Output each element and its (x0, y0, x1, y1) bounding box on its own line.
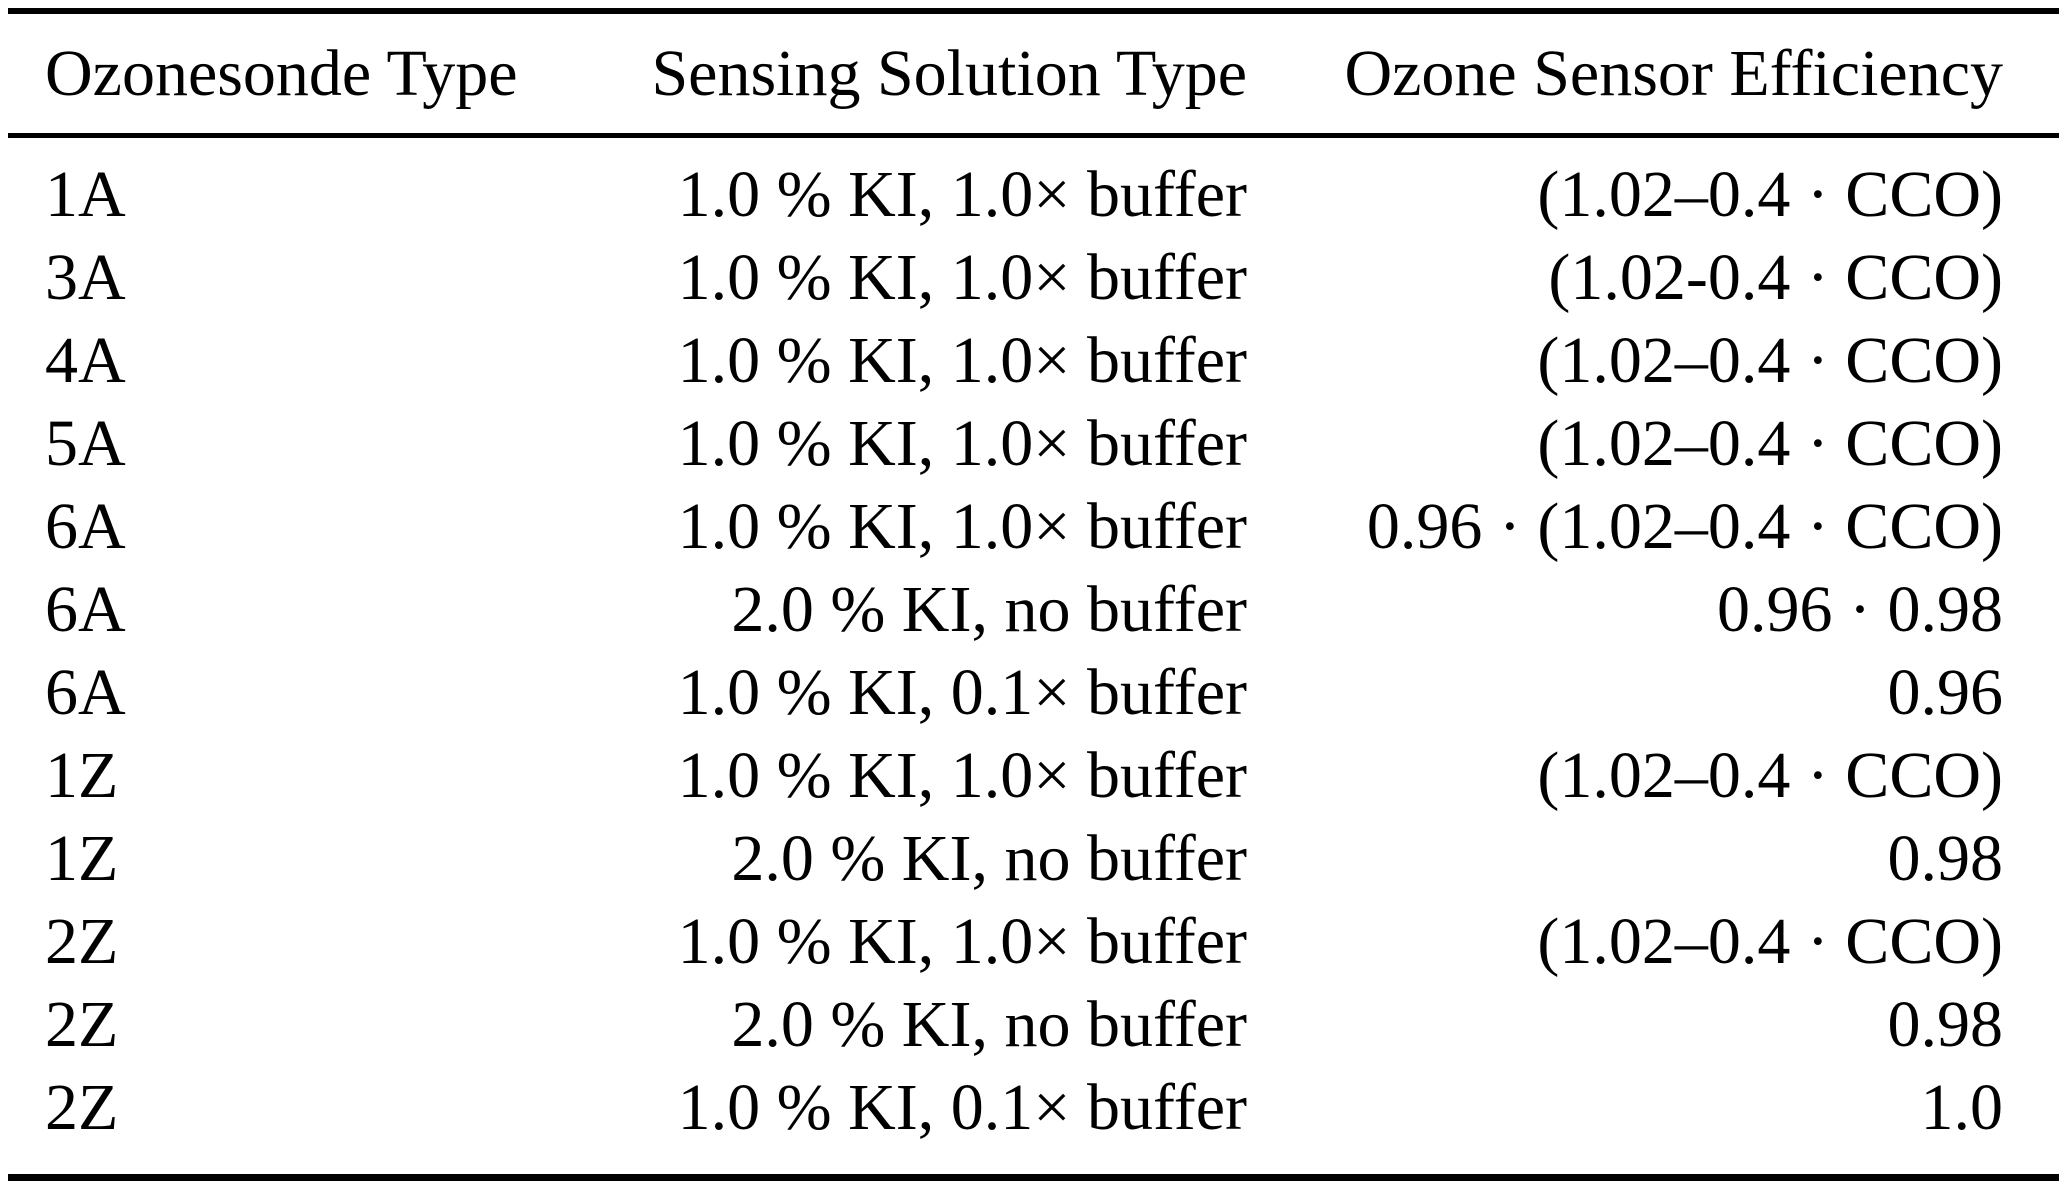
cell-ozonesonde-type: 6A (45, 656, 126, 729)
header-row: Ozonesonde Type Sensing Solution Type Oz… (8, 11, 2059, 138)
cell-ozonesonde-type: 4A (45, 324, 126, 397)
cell-ozonesonde-type: 5A (45, 407, 126, 480)
cell-ozone-sensor-efficiency: (1.02–0.4 · CCO) (1537, 407, 2003, 480)
cell-ozonesonde-type: 6A (45, 573, 126, 646)
cell-ozonesonde-type: 1A (45, 158, 126, 231)
table-row: 1Z 2.0 % KI, no buffer 0.98 (8, 817, 2059, 900)
cell-sensing-solution-type: 1.0 % KI, 0.1× buffer (677, 1071, 1247, 1144)
cell-sensing-solution-type: 1.0 % KI, 1.0× buffer (677, 241, 1247, 314)
cell-ozone-sensor-efficiency: (1.02–0.4 · CCO) (1537, 905, 2003, 978)
table-row: 6A 2.0 % KI, no buffer 0.96 · 0.98 (8, 568, 2059, 651)
cell-sensing-solution-type: 1.0 % KI, 1.0× buffer (677, 905, 1247, 978)
table-row: 1A 1.0 % KI, 1.0× buffer (1.02–0.4 · CCO… (8, 136, 2059, 237)
ozonesonde-efficiency-table: Ozonesonde Type Sensing Solution Type Oz… (8, 8, 2059, 1181)
cell-sensing-solution-type: 1.0 % KI, 1.0× buffer (677, 407, 1247, 480)
cell-sensing-solution-type: 1.0 % KI, 1.0× buffer (677, 739, 1247, 812)
cell-ozonesonde-type: 3A (45, 241, 126, 314)
table-row: 5A 1.0 % KI, 1.0× buffer (1.02–0.4 · CCO… (8, 402, 2059, 485)
cell-ozonesonde-type: 1Z (45, 739, 119, 812)
cell-sensing-solution-type: 1.0 % KI, 1.0× buffer (677, 158, 1247, 231)
cell-ozone-sensor-efficiency: 0.96 · (1.02–0.4 · CCO) (1366, 490, 2003, 563)
table-row: 6A 1.0 % KI, 1.0× buffer 0.96 · (1.02–0.… (8, 485, 2059, 568)
cell-ozone-sensor-efficiency: 0.98 (1887, 822, 2004, 895)
cell-ozonesonde-type: 2Z (45, 1071, 119, 1144)
table-row: 1Z 1.0 % KI, 1.0× buffer (1.02–0.4 · CCO… (8, 734, 2059, 817)
cell-ozone-sensor-efficiency: 1.0 (1920, 1071, 2004, 1144)
column-header-sensing-solution-type: Sensing Solution Type (598, 11, 1247, 138)
table-row: 4A 1.0 % KI, 1.0× buffer (1.02–0.4 · CCO… (8, 319, 2059, 402)
table-header: Ozonesonde Type Sensing Solution Type Oz… (8, 11, 2059, 138)
column-header-ozonesonde-type: Ozonesonde Type (8, 11, 598, 138)
cell-ozonesonde-type: 6A (45, 490, 126, 563)
table-row: 2Z 1.0 % KI, 1.0× buffer (1.02–0.4 · CCO… (8, 900, 2059, 983)
cell-ozone-sensor-efficiency: (1.02–0.4 · CCO) (1537, 158, 2003, 231)
cell-ozone-sensor-efficiency: 0.96 · 0.98 (1717, 573, 2003, 646)
cell-ozone-sensor-efficiency: (1.02–0.4 · CCO) (1537, 739, 2003, 812)
cell-sensing-solution-type: 1.0 % KI, 1.0× buffer (677, 324, 1247, 397)
cell-sensing-solution-type: 2.0 % KI, no buffer (731, 822, 1247, 895)
table-row: 2Z 1.0 % KI, 0.1× buffer 1.0 (8, 1066, 2059, 1178)
column-header-ozone-sensor-efficiency: Ozone Sensor Efficiency (1247, 11, 2059, 138)
cell-sensing-solution-type: 1.0 % KI, 0.1× buffer (677, 656, 1247, 729)
cell-ozone-sensor-efficiency: 0.96 (1887, 656, 2004, 729)
table-body: 1A 1.0 % KI, 1.0× buffer (1.02–0.4 · CCO… (8, 136, 2059, 1178)
table-row: 2Z 2.0 % KI, no buffer 0.98 (8, 983, 2059, 1066)
table-row: 3A 1.0 % KI, 1.0× buffer (1.02-0.4 · CCO… (8, 236, 2059, 319)
cell-ozonesonde-type: 2Z (45, 905, 119, 978)
cell-ozone-sensor-efficiency: (1.02-0.4 · CCO) (1548, 241, 2003, 314)
cell-ozone-sensor-efficiency: (1.02–0.4 · CCO) (1537, 324, 2003, 397)
cell-sensing-solution-type: 2.0 % KI, no buffer (731, 573, 1247, 646)
cell-ozonesonde-type: 2Z (45, 988, 119, 1061)
cell-sensing-solution-type: 2.0 % KI, no buffer (731, 988, 1247, 1061)
table-row: 6A 1.0 % KI, 0.1× buffer 0.96 (8, 651, 2059, 734)
cell-ozonesonde-type: 1Z (45, 822, 119, 895)
cell-sensing-solution-type: 1.0 % KI, 1.0× buffer (677, 490, 1247, 563)
cell-ozone-sensor-efficiency: 0.98 (1887, 988, 2004, 1061)
